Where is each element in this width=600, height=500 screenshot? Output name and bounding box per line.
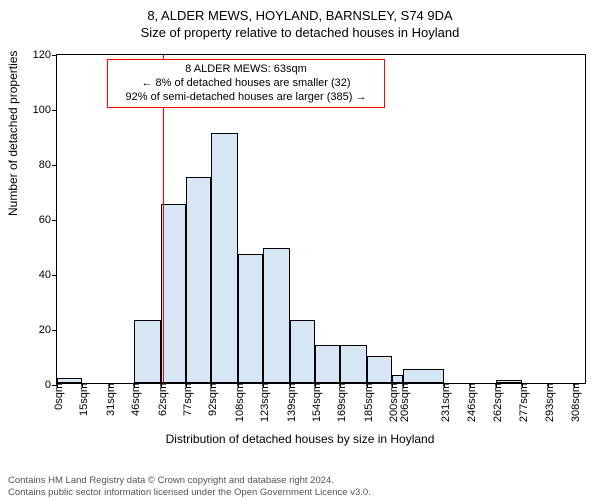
x-tick-label: 308sqm <box>566 383 582 422</box>
x-tick-label: 31sqm <box>101 383 117 416</box>
annotation-line: ← 8% of detached houses are smaller (32) <box>114 77 378 91</box>
histogram-bar <box>403 369 445 383</box>
histogram-chart: 8, ALDER MEWS, HOYLAND, BARNSLEY, S74 9D… <box>0 6 600 466</box>
annotation-line: 8 ALDER MEWS: 63sqm <box>114 63 378 77</box>
annotation-box: 8 ALDER MEWS: 63sqm← 8% of detached hous… <box>107 59 385 108</box>
x-axis-label: Distribution of detached houses by size … <box>0 432 600 446</box>
x-tick-label: 231sqm <box>436 383 452 422</box>
x-tick-label: 206sqm <box>395 383 411 422</box>
y-tick-label: 60 <box>39 214 57 226</box>
x-tick-label: 246sqm <box>462 383 478 422</box>
y-tick-label: 40 <box>39 269 57 281</box>
footer-attribution: Contains HM Land Registry data © Crown c… <box>8 475 371 498</box>
x-tick-label: 0sqm <box>49 383 65 410</box>
chart-title-sub: Size of property relative to detached ho… <box>0 23 600 40</box>
x-tick-label: 46sqm <box>126 383 142 416</box>
x-tick-label: 108sqm <box>230 383 246 422</box>
histogram-bar <box>496 380 521 383</box>
x-tick-label: 139sqm <box>282 383 298 422</box>
y-tick-label: 20 <box>39 324 57 336</box>
histogram-bar <box>392 375 402 383</box>
histogram-bar <box>134 320 161 383</box>
x-tick-label: 185sqm <box>359 383 375 422</box>
chart-title-main: 8, ALDER MEWS, HOYLAND, BARNSLEY, S74 9D… <box>0 6 600 23</box>
histogram-bar <box>161 204 186 383</box>
x-tick-label: 154sqm <box>307 383 323 422</box>
x-tick-label: 92sqm <box>203 383 219 416</box>
x-tick-label: 262sqm <box>488 383 504 422</box>
x-tick-label: 293sqm <box>540 383 556 422</box>
histogram-bar <box>290 320 315 383</box>
x-tick-label: 62sqm <box>153 383 169 416</box>
plot-area: 0204060801001200sqm15sqm31sqm46sqm62sqm7… <box>56 54 586 384</box>
annotation-line: 92% of semi-detached houses are larger (… <box>114 91 378 105</box>
x-tick-label: 77sqm <box>178 383 194 416</box>
footer-line-2: Contains public sector information licen… <box>8 487 371 498</box>
x-tick-label: 15sqm <box>74 383 90 416</box>
histogram-bar <box>263 248 290 383</box>
footer-line-1: Contains HM Land Registry data © Crown c… <box>8 475 371 486</box>
histogram-bar <box>57 378 82 384</box>
histogram-bar <box>238 254 263 383</box>
y-tick-label: 120 <box>33 49 57 61</box>
y-tick-label: 100 <box>33 104 57 116</box>
histogram-bar <box>186 177 211 383</box>
histogram-bar <box>367 356 392 384</box>
x-tick-label: 123sqm <box>255 383 271 422</box>
y-axis-label: Number of detached properties <box>6 51 20 216</box>
x-tick-label: 277sqm <box>514 383 530 422</box>
y-tick-label: 80 <box>39 159 57 171</box>
histogram-bar <box>211 133 238 383</box>
x-tick-label: 169sqm <box>332 383 348 422</box>
histogram-bar <box>315 345 340 384</box>
histogram-bar <box>340 345 367 384</box>
